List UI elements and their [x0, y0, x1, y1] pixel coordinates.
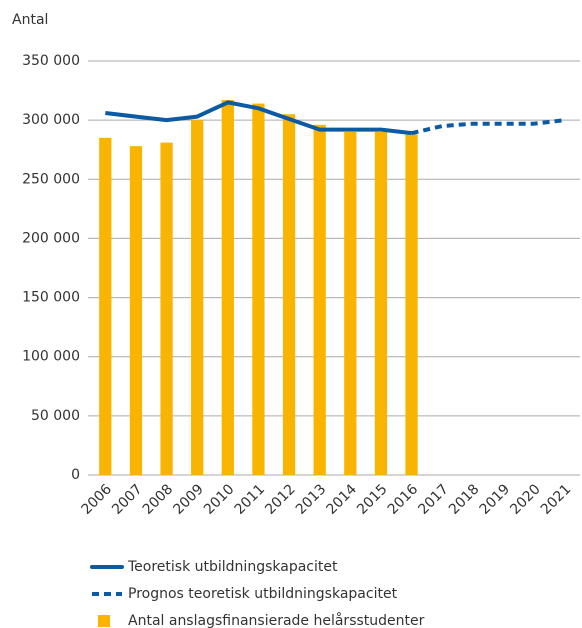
bar — [282, 114, 296, 475]
y-tick-label: 150 000 — [22, 290, 80, 306]
bar — [374, 131, 388, 475]
bar — [221, 100, 234, 475]
line — [105, 100, 412, 136]
bar — [99, 137, 112, 475]
x-tick-label: 2006 — [78, 481, 115, 518]
y-tick-label: 50 000 — [31, 408, 80, 424]
x-tick-label: 2007 — [109, 481, 146, 518]
y-tick-label: 250 000 — [22, 171, 80, 187]
bar — [160, 142, 173, 476]
y-tick-label: 200 000 — [22, 230, 80, 246]
x-tick-label: 2010 — [201, 481, 238, 518]
x-tick-label: 2020 — [507, 481, 544, 518]
x-tick-label: 2016 — [385, 481, 422, 518]
legend-label: Antal anslagsfinansierade helårsstudente… — [128, 612, 425, 628]
bar — [405, 134, 418, 475]
x-tick-label: 2017 — [415, 481, 452, 518]
y-tick-label: 350 000 — [22, 53, 80, 69]
x-tick-label: 2011 — [232, 481, 269, 518]
x-tick-label: 2013 — [293, 481, 330, 518]
line — [411, 118, 565, 136]
x-tick-label: 2009 — [170, 481, 207, 518]
x-tick-label: 2015 — [354, 481, 391, 518]
bar — [129, 146, 143, 475]
legend-label: Prognos teoretisk utbildningskapacitet — [128, 586, 398, 602]
legend-label: Teoretisk utbildningskapacitet — [127, 559, 338, 575]
x-tick-label: 2008 — [140, 481, 177, 518]
bar — [252, 103, 265, 475]
y-tick-label: 0 — [71, 467, 80, 483]
bar — [191, 120, 204, 476]
legend-swatch — [98, 615, 110, 627]
y-tick-label: 300 000 — [22, 112, 80, 128]
x-tick-label: 2014 — [323, 481, 360, 518]
x-tick-label: 2012 — [262, 481, 299, 518]
x-tick-label: 2021 — [538, 481, 575, 518]
y-axis-label: Antal — [12, 12, 48, 28]
bar — [344, 131, 357, 475]
bar — [313, 124, 326, 476]
x-tick-label: 2019 — [477, 481, 514, 518]
x-tick-label: 2018 — [446, 481, 483, 518]
y-tick-label: 100 000 — [22, 349, 80, 365]
